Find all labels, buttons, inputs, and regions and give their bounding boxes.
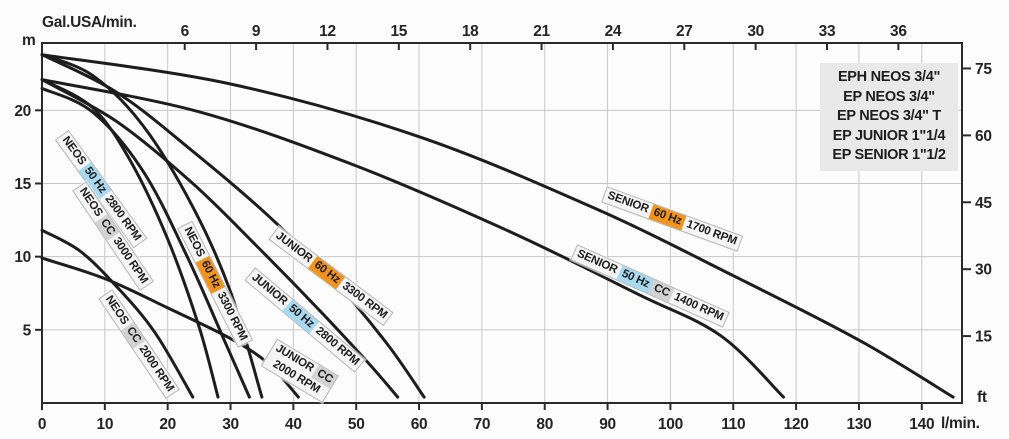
top-axis-title: Gal.USA/min. <box>42 14 137 31</box>
top-axis-tick-label: 30 <box>747 23 764 40</box>
top-axis-tick-label: 24 <box>605 23 622 40</box>
top-axis-tick-label: 18 <box>462 23 479 40</box>
curve-neos-cc-3000 <box>40 86 251 399</box>
legend-item: EP JUNIOR 1"1/4 <box>832 127 946 144</box>
bottom-axis-tick-label: 80 <box>536 416 553 433</box>
left-axis-tick-label: 15 <box>14 176 31 193</box>
top-axis-tick-label: 27 <box>676 23 693 40</box>
right-axis-tick-label: 75 <box>975 61 992 78</box>
curve-neos-60hz-3300 <box>40 53 264 399</box>
legend-box: EPH NEOS 3/4" EP NEOS 3/4" EP NEOS 3/4" T E… <box>820 63 958 171</box>
legend-item: EPH NEOS 3/4" <box>837 69 941 85</box>
bottom-axis-tick-label: 50 <box>348 416 365 433</box>
bottom-axis-tick-label: 70 <box>474 416 491 433</box>
curve-junior-cc-2000 <box>40 256 300 399</box>
bottom-axis-tick-label: 130 <box>846 416 871 433</box>
bottom-axis-tick-label: 0 <box>38 416 46 433</box>
curve-junior-60hz-3300 <box>40 53 426 399</box>
curve-neos-50hz-2800 <box>40 78 220 399</box>
legend-item: EP NEOS 3/4" <box>843 88 935 105</box>
top-axis-tick-label: 36 <box>890 23 907 40</box>
top-axis-tick-label: 33 <box>819 23 836 40</box>
curve-neos-cc-2000 <box>40 228 195 399</box>
bottom-axis-tick-label: 20 <box>159 416 176 433</box>
bottom-axis-tick-label: 60 <box>411 416 428 433</box>
top-axis-tick-label: 21 <box>533 23 550 40</box>
curve-senior-60hz-1700 <box>40 53 955 399</box>
bottom-axis-tick-label: 110 <box>721 416 745 433</box>
right-axis-tick-label: 30 <box>975 262 992 279</box>
right-axis-tick-label: 60 <box>975 128 992 145</box>
curve-junior-50hz-2800 <box>40 78 400 399</box>
bottom-axis-tick-label: 40 <box>285 416 302 433</box>
left-axis-tick-label: 10 <box>14 249 31 266</box>
curve-senior-50hz-cc-1400 <box>40 78 785 399</box>
bottom-axis-tick-label: 30 <box>222 416 239 433</box>
legend-item: EP NEOS 3/4" T <box>837 108 941 124</box>
right-axis-tick-label: 45 <box>975 195 992 212</box>
top-axis-tick-label: 6 <box>181 23 190 40</box>
bottom-axis-title: l/min. <box>941 415 980 432</box>
legend-item: EP SENIOR 1"1/2 <box>832 147 946 163</box>
right-axis-tick-label: 15 <box>975 329 992 346</box>
left-axis-tick-label: 20 <box>14 103 31 120</box>
left-axis-tick-label: 5 <box>23 322 32 339</box>
plot-frame <box>41 42 963 404</box>
top-axis-tick-label: 12 <box>319 23 336 40</box>
left-axis-title: m <box>22 32 36 49</box>
bottom-axis-tick-label: 90 <box>599 416 616 433</box>
top-axis-tick-label: 15 <box>390 23 407 40</box>
bottom-axis-tick-label: 100 <box>658 416 683 433</box>
bottom-axis-tick-label: 10 <box>97 416 114 433</box>
right-axis-title: ft <box>977 389 987 406</box>
bottom-axis-tick-label: 120 <box>784 416 809 433</box>
top-axis-tick-label: 9 <box>252 23 261 40</box>
bottom-axis-tick-label: 140 <box>909 416 934 433</box>
